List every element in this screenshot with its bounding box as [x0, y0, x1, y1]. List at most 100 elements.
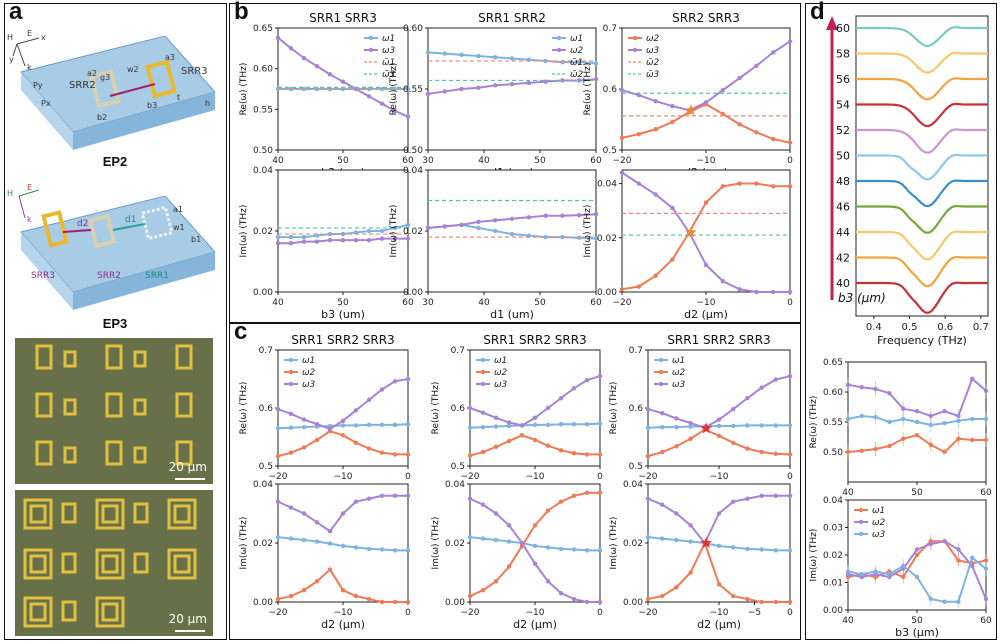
data-point: [773, 423, 778, 428]
data-point: [670, 103, 675, 109]
x-tick-label: −10: [334, 472, 353, 482]
spectrum-curve: [856, 102, 988, 128]
data-point: [745, 596, 750, 602]
x-axis-label: d2 (μm): [697, 618, 741, 631]
error-bars-d_re: [847, 377, 987, 460]
x-tick-label: −10: [526, 472, 545, 482]
data-point: [731, 440, 736, 445]
data-point: [597, 373, 603, 379]
legend-marker: [288, 357, 294, 363]
legend-marker: [368, 47, 374, 53]
ep-star-marker: [700, 422, 712, 434]
scale-bar-ep3: [175, 630, 205, 632]
data-point: [787, 373, 793, 379]
data-point: [314, 64, 320, 69]
data-point: [340, 511, 346, 516]
legend-marker: [480, 381, 486, 387]
data-point: [688, 436, 693, 441]
data-point: [493, 228, 498, 234]
legend-entry: ω3: [854, 530, 886, 540]
legend-label: ω2: [646, 34, 660, 44]
data-point: [340, 79, 346, 84]
data-point: [275, 241, 281, 246]
x-axis-label: b3 (um): [321, 308, 365, 321]
data-point: [425, 50, 431, 55]
spectrum-curve: [856, 281, 988, 314]
x-tick-label: 40: [478, 298, 490, 308]
data-point: [731, 593, 736, 599]
legend-label: ω̃3: [382, 70, 396, 80]
data-point: [597, 548, 603, 553]
data-point: [716, 423, 722, 429]
data-point: [379, 228, 385, 234]
data-point: [532, 422, 538, 428]
data-point: [379, 422, 385, 428]
ep2-a3-label: a3: [165, 53, 175, 62]
y-tick-label: 0.02: [597, 234, 617, 244]
data-point: [597, 452, 603, 457]
data-point: [737, 75, 742, 81]
x-tick-label: 60: [590, 298, 602, 308]
srr2-resonator: [89, 69, 121, 109]
x-tick-label: −10: [697, 156, 716, 166]
offset-label: 50: [836, 150, 850, 163]
y-tick-label: 0.00: [445, 598, 465, 608]
data-point: [942, 599, 947, 604]
y-tick-label: 0.02: [623, 539, 643, 549]
data-point: [558, 448, 564, 453]
x-tick-label: 60: [980, 488, 992, 498]
data-point: [584, 599, 590, 605]
offset-label: 58: [836, 48, 850, 61]
y-tick-label: 0.02: [823, 551, 843, 561]
data-point: [558, 499, 564, 504]
y-tick-label: 0.6: [629, 404, 644, 414]
series-ω1: [467, 534, 603, 553]
series-ω2: [645, 427, 793, 459]
data-point: [379, 547, 385, 552]
data-point: [745, 395, 750, 401]
data-point: [645, 596, 651, 602]
data-point: [480, 502, 486, 507]
data-point: [506, 523, 512, 528]
data-point: [493, 218, 498, 223]
series-ω1: [425, 50, 599, 66]
data-point: [787, 289, 793, 295]
x-axis-label: d2 (μm): [684, 308, 728, 321]
data-point: [636, 181, 641, 186]
scale-bar-ep2: [175, 478, 205, 480]
ep2-label: EP2: [102, 154, 128, 169]
data-point: [754, 130, 759, 135]
data-point: [674, 511, 679, 516]
data-point: [674, 424, 679, 430]
data-point: [653, 99, 658, 104]
legend-label: ω1: [570, 34, 583, 44]
data-point: [720, 88, 725, 93]
legend-entry: ω2: [552, 46, 584, 56]
spectrum-curve: [856, 256, 988, 288]
x-tick-label: −10: [710, 608, 729, 618]
data-point: [425, 91, 431, 97]
data-point: [670, 257, 675, 262]
ep2-b2-label: b2: [97, 113, 107, 122]
spectrum-curve: [856, 26, 988, 48]
data-point: [688, 420, 693, 426]
y-tick-label: 0.55: [253, 105, 273, 115]
data-point: [314, 437, 320, 443]
data-point: [773, 493, 778, 498]
data-point: [558, 395, 564, 401]
data-point: [914, 409, 920, 414]
x-tick-label: 0.4: [866, 322, 882, 333]
data-point: [493, 444, 499, 450]
series-ω2: [275, 567, 411, 605]
data-point: [366, 237, 372, 243]
data-point: [754, 63, 759, 69]
data-point: [509, 231, 515, 237]
x-tick-label: −20: [613, 298, 632, 308]
data-point: [275, 406, 281, 412]
legend-label: ω̃2: [570, 70, 584, 80]
series-ω2: [467, 433, 603, 458]
legend-marker: [858, 507, 864, 513]
x-tick-label: 0: [405, 608, 411, 618]
